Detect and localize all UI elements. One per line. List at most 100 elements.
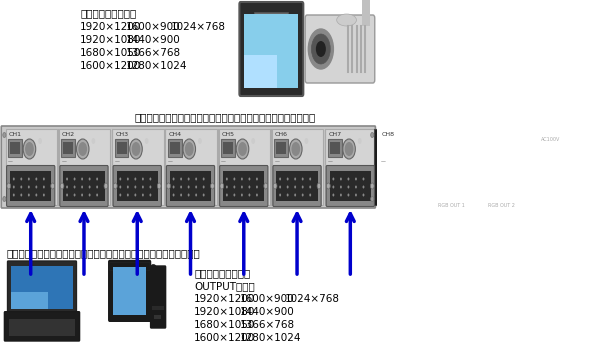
Bar	[11, 292, 48, 309]
Bar	[266, 14, 272, 26]
Circle shape	[35, 193, 37, 197]
Circle shape	[499, 194, 500, 196]
Circle shape	[96, 185, 98, 189]
Text: OUTPUTモニタ: OUTPUTモニタ	[194, 281, 255, 291]
Text: 1366×768: 1366×768	[240, 320, 295, 330]
Circle shape	[408, 193, 410, 197]
Circle shape	[317, 183, 321, 189]
Text: 1680×1050: 1680×1050	[80, 48, 142, 58]
FancyBboxPatch shape	[7, 165, 55, 207]
Text: CH7: CH7	[328, 132, 341, 137]
Text: 1600×900: 1600×900	[240, 294, 294, 304]
Circle shape	[362, 177, 364, 181]
Bar	[5, 129, 57, 205]
Circle shape	[519, 186, 521, 188]
Bar	[168, 139, 182, 157]
Circle shape	[203, 177, 204, 181]
Circle shape	[347, 177, 349, 181]
Circle shape	[362, 193, 364, 197]
Circle shape	[210, 183, 215, 189]
FancyBboxPatch shape	[4, 312, 79, 341]
Circle shape	[13, 177, 15, 181]
Bar	[254, 12, 288, 18]
Circle shape	[486, 183, 490, 189]
Circle shape	[66, 193, 68, 197]
Circle shape	[150, 185, 151, 189]
Bar	[154, 315, 161, 319]
Circle shape	[236, 139, 249, 159]
FancyBboxPatch shape	[486, 165, 531, 207]
Text: CH6: CH6	[275, 132, 288, 137]
FancyBboxPatch shape	[379, 165, 428, 207]
Circle shape	[347, 185, 349, 189]
Circle shape	[220, 183, 224, 189]
Circle shape	[78, 142, 87, 156]
Circle shape	[7, 183, 11, 189]
Circle shape	[188, 177, 189, 181]
Bar	[126, 268, 129, 280]
Circle shape	[371, 133, 374, 137]
Circle shape	[398, 142, 407, 156]
Bar	[223, 142, 233, 154]
Circle shape	[347, 193, 349, 197]
Circle shape	[513, 194, 514, 196]
Circle shape	[416, 177, 418, 181]
Circle shape	[130, 139, 142, 159]
Circle shape	[13, 185, 15, 189]
Text: 1280×1024: 1280×1024	[126, 61, 188, 71]
Text: —: —	[328, 159, 332, 164]
Circle shape	[135, 193, 136, 197]
Circle shape	[23, 139, 35, 159]
Circle shape	[294, 185, 296, 189]
Circle shape	[290, 139, 302, 159]
Circle shape	[166, 183, 171, 189]
Text: CH2: CH2	[62, 132, 75, 137]
Circle shape	[340, 177, 342, 181]
Bar	[373, 129, 434, 205]
FancyBboxPatch shape	[151, 266, 166, 328]
Circle shape	[28, 177, 30, 181]
Text: CH1: CH1	[9, 132, 22, 137]
Circle shape	[386, 193, 388, 197]
Circle shape	[302, 193, 304, 197]
Text: 1920×1080: 1920×1080	[80, 35, 142, 45]
FancyBboxPatch shape	[60, 165, 108, 207]
Text: —: —	[221, 159, 226, 164]
Circle shape	[25, 142, 34, 156]
Circle shape	[35, 177, 37, 181]
Circle shape	[74, 177, 76, 181]
Ellipse shape	[150, 264, 156, 272]
Bar	[454, 135, 475, 157]
Circle shape	[396, 139, 409, 159]
Circle shape	[470, 144, 471, 146]
Circle shape	[74, 185, 76, 189]
Bar	[275, 139, 288, 157]
Circle shape	[294, 177, 296, 181]
Text: 1920×1080: 1920×1080	[194, 307, 255, 317]
Circle shape	[311, 34, 331, 64]
Circle shape	[358, 138, 362, 144]
Circle shape	[513, 186, 514, 188]
Text: 1600×1200: 1600×1200	[80, 61, 141, 71]
Circle shape	[127, 193, 129, 197]
Circle shape	[305, 138, 308, 144]
Bar	[436, 137, 450, 151]
Circle shape	[81, 193, 83, 197]
Circle shape	[355, 193, 357, 197]
Circle shape	[436, 183, 440, 189]
Circle shape	[408, 185, 410, 189]
Bar	[10, 142, 20, 154]
Bar	[219, 129, 270, 205]
Circle shape	[308, 29, 334, 69]
Circle shape	[91, 138, 95, 144]
Circle shape	[401, 193, 403, 197]
Bar	[9, 319, 75, 336]
Text: RGB OUT 1: RGB OUT 1	[438, 203, 465, 208]
Circle shape	[241, 193, 243, 197]
Text: —: —	[61, 159, 66, 164]
Bar	[245, 14, 298, 88]
FancyBboxPatch shape	[305, 15, 375, 83]
Circle shape	[81, 177, 83, 181]
Text: 1920×1200: 1920×1200	[194, 294, 255, 304]
Circle shape	[401, 177, 403, 181]
